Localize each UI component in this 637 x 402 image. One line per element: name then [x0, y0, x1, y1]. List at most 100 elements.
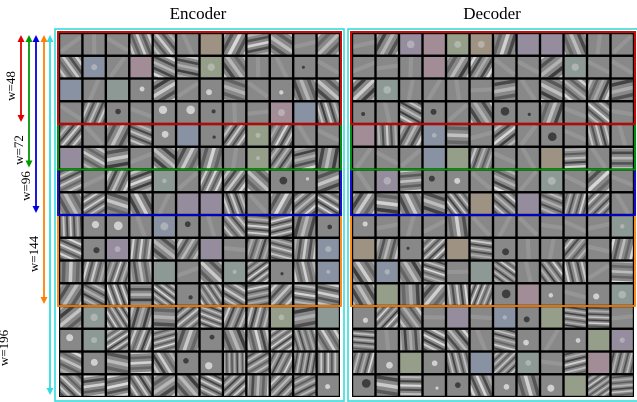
filter-tile — [224, 147, 246, 169]
width-label-144: w=144 — [26, 235, 41, 272]
filter-tile — [247, 102, 269, 123]
filter-tile — [153, 216, 175, 237]
filter-tile — [447, 170, 469, 192]
filter-tile — [247, 307, 269, 328]
filter-tile — [294, 79, 316, 101]
filter-tile — [611, 147, 633, 169]
filter-tile — [541, 307, 563, 328]
filter-tile — [494, 125, 516, 146]
filter-tile — [494, 238, 516, 260]
filter-tile — [224, 284, 246, 305]
filter-tile — [317, 79, 339, 101]
filter-tile — [588, 193, 610, 214]
filter-tile — [447, 125, 469, 146]
filter-tile — [270, 125, 292, 146]
filter-tile — [611, 352, 633, 374]
filter-tile — [353, 193, 375, 214]
filter-tile — [423, 307, 445, 328]
filter-tile — [470, 307, 492, 328]
filter-tile — [200, 216, 222, 237]
filter-tile — [423, 375, 445, 396]
width-label-48: w=48 — [3, 71, 18, 101]
filter-tile — [200, 34, 222, 55]
filter-tile — [247, 216, 269, 237]
filter-tile — [177, 170, 199, 192]
filter-tile — [130, 261, 152, 283]
filter-tile — [376, 329, 398, 351]
filter-tile — [588, 261, 610, 283]
filter-tile — [153, 352, 175, 374]
filter-tile — [294, 284, 316, 305]
filter-tile — [60, 34, 82, 55]
filter-tile — [130, 147, 152, 169]
filter-tile — [470, 102, 492, 123]
filter-tile — [447, 238, 469, 260]
filter-tile — [564, 329, 586, 351]
filter-tile — [564, 79, 586, 101]
filter-tile — [200, 170, 222, 192]
filter-tile — [200, 329, 222, 351]
filter-tile — [153, 125, 175, 146]
filter-tile — [270, 284, 292, 305]
filter-tile — [541, 238, 563, 260]
filter-tile — [224, 238, 246, 260]
filter-tile — [317, 147, 339, 169]
filter-tile — [83, 79, 105, 101]
filter-tile — [60, 193, 82, 214]
filter-tile — [541, 216, 563, 237]
filter-tile — [541, 125, 563, 146]
decoder-group-boxes — [347, 28, 637, 402]
filter-tile — [517, 125, 539, 146]
filter-tile — [107, 375, 129, 396]
filter-tile — [247, 352, 269, 374]
filter-tile — [294, 352, 316, 374]
filter-tile — [270, 193, 292, 214]
filter-tile — [517, 147, 539, 169]
filter-tile — [588, 216, 610, 237]
filter-tile — [83, 238, 105, 260]
filter-tile — [107, 147, 129, 169]
filter-tile — [294, 34, 316, 55]
filter-tile — [247, 238, 269, 260]
filter-tile — [177, 56, 199, 78]
filter-tile — [294, 261, 316, 283]
filter-tile — [517, 34, 539, 55]
filter-tile — [564, 261, 586, 283]
filter-tile — [541, 34, 563, 55]
filter-tile — [153, 56, 175, 78]
filter-tile — [177, 329, 199, 351]
filter-tile — [400, 34, 422, 55]
filter-tile — [353, 79, 375, 101]
filter-tile — [130, 284, 152, 305]
filter-tile — [353, 56, 375, 78]
filter-tile — [376, 34, 398, 55]
filter-tile — [60, 79, 82, 101]
filter-tile — [83, 102, 105, 123]
filter-tile — [611, 216, 633, 237]
filter-tile — [270, 79, 292, 101]
filter-tile — [177, 307, 199, 328]
filter-tile — [83, 56, 105, 78]
filter-tile — [400, 352, 422, 374]
filter-tile — [294, 329, 316, 351]
filter-tile — [224, 352, 246, 374]
filter-tile — [400, 238, 422, 260]
filter-tile — [564, 170, 586, 192]
filter-tile — [588, 238, 610, 260]
filter-tile — [294, 147, 316, 169]
filter-tile — [107, 284, 129, 305]
filter-tile — [517, 261, 539, 283]
filter-tile — [317, 216, 339, 237]
filter-tile — [177, 238, 199, 260]
filter-tile — [353, 216, 375, 237]
filter-tile — [224, 56, 246, 78]
filter-tile — [83, 352, 105, 374]
filter-tile — [447, 147, 469, 169]
filter-tile — [247, 193, 269, 214]
filter-tile — [60, 125, 82, 146]
filter-tile — [177, 193, 199, 214]
filter-tile — [353, 147, 375, 169]
filter-tile — [177, 79, 199, 101]
filter-tile — [177, 102, 199, 123]
filter-tile — [564, 102, 586, 123]
